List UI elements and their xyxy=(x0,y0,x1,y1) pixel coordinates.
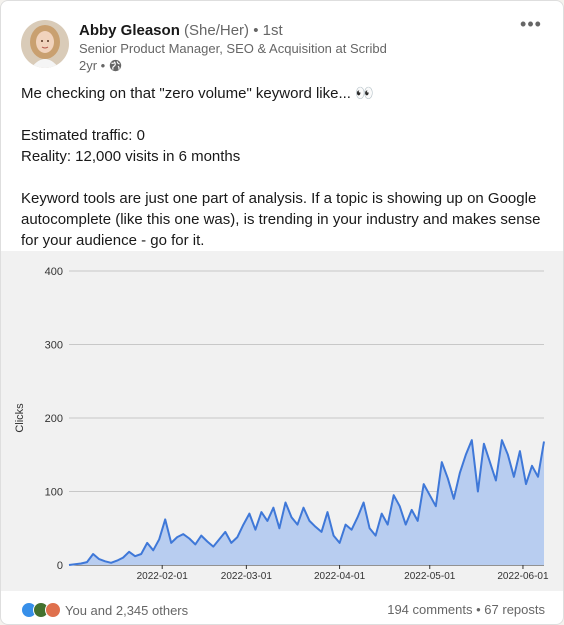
avatar[interactable] xyxy=(21,20,69,68)
y-tick-label: 200 xyxy=(45,413,63,425)
y-tick-label: 0 xyxy=(57,560,63,572)
post-text: Me checking on that "zero volume" keywor… xyxy=(21,83,551,251)
author-name[interactable]: Abby Gleason xyxy=(79,22,180,39)
post-text-line xyxy=(21,167,551,188)
y-tick-label: 100 xyxy=(45,487,63,499)
post-image-chart[interactable]: 0 100 200 300 400 2022-02-01 2022-03-01 2022-04… xyxy=(1,251,563,591)
author-headline: Senior Product Manager, SEO & Acquisitio… xyxy=(79,41,387,56)
engagement-stats: 194 comments • 67 reposts xyxy=(387,602,545,617)
post-header: Abby Gleason (She/Her) • 1st Senior Prod… xyxy=(1,1,563,81)
more-options-icon[interactable]: ••• xyxy=(520,14,542,34)
y-tick-label: 400 xyxy=(45,266,63,278)
y-tick-label: 300 xyxy=(45,340,63,352)
connection-degree: • 1st xyxy=(253,22,283,39)
post-text-line: Keyword tools are just one part of analy… xyxy=(21,190,545,249)
x-tick-label: 2022-05-01 xyxy=(404,571,456,582)
social-counts: You and 2,345 others 194 comments • 67 r… xyxy=(1,594,563,624)
post-meta: 2yr • xyxy=(79,58,122,73)
reposts-count[interactable]: 67 reposts xyxy=(484,602,545,617)
post-text-line: Estimated traffic: 0 xyxy=(21,127,145,144)
clicks-series-line xyxy=(68,439,545,566)
author-line: Abby Gleason (She/Her) • 1st xyxy=(79,22,283,39)
stats-separator: • xyxy=(476,602,481,617)
reactions-summary[interactable]: You and 2,345 others xyxy=(21,602,188,618)
x-tick-label: 2022-06-01 xyxy=(497,571,549,582)
post-age: 2yr • xyxy=(79,58,106,73)
post-text-line: Me checking on that "zero volume" keywor… xyxy=(21,85,374,102)
y-axis-label: Clicks xyxy=(14,403,26,433)
love-icon xyxy=(45,602,61,618)
x-tick-label: 2022-04-01 xyxy=(314,571,366,582)
clicks-area xyxy=(69,440,544,565)
x-tick-label: 2022-03-01 xyxy=(221,571,273,582)
comments-count[interactable]: 194 comments xyxy=(387,602,473,617)
author-pronouns: (She/Her) xyxy=(184,22,250,39)
reaction-icons xyxy=(21,602,61,618)
x-tick-label: 2022-02-01 xyxy=(137,571,189,582)
post-text-line: Reality: 12,000 visits in 6 months xyxy=(21,148,241,165)
reactions-text: You and 2,345 others xyxy=(65,602,189,618)
globe-icon xyxy=(109,59,122,72)
post-text-line xyxy=(21,104,551,125)
clicks-chart: 0 100 200 300 400 2022-02-01 2022-03-01 2022-04… xyxy=(14,266,549,582)
